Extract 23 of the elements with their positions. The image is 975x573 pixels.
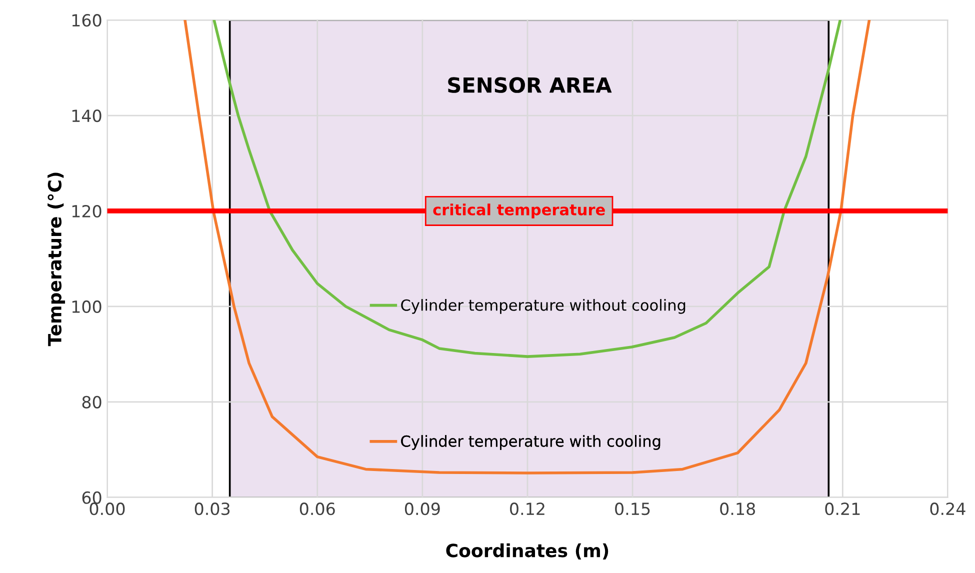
y-tick-label: 120 <box>72 204 102 218</box>
y-tick-label: 140 <box>72 109 102 122</box>
legend-label: Cylinder temperature with cooling <box>401 435 660 450</box>
x-tick-label: 0.21 <box>825 502 860 516</box>
x-tick-label: 0.15 <box>615 502 650 516</box>
x-tick-label: 0.24 <box>930 502 966 516</box>
legend-label: Cylinder temperature without cooling <box>401 299 686 314</box>
y-tick-label: 100 <box>72 300 102 314</box>
x-tick-label: 0.09 <box>404 502 440 516</box>
x-tick-label: 0.06 <box>300 502 335 516</box>
x-tick-label: 0.18 <box>720 502 755 516</box>
x-tick-label: 0.00 <box>90 502 125 516</box>
line-series <box>212 20 842 358</box>
ref-line-label: critical temperature <box>433 204 605 218</box>
line-series <box>184 20 871 474</box>
y-tick-label: 160 <box>72 14 102 27</box>
y-axis-title: Temperature (°C) <box>48 172 66 346</box>
x-tick-label: 0.12 <box>510 502 544 516</box>
y-tick-label: 60 <box>82 491 102 504</box>
x-axis-title: Coordinates (m) <box>446 543 608 560</box>
band-label: SENSOR AREA <box>448 77 612 93</box>
x-tick-label: 0.03 <box>194 502 230 516</box>
y-tick-label: 80 <box>82 396 102 408</box>
